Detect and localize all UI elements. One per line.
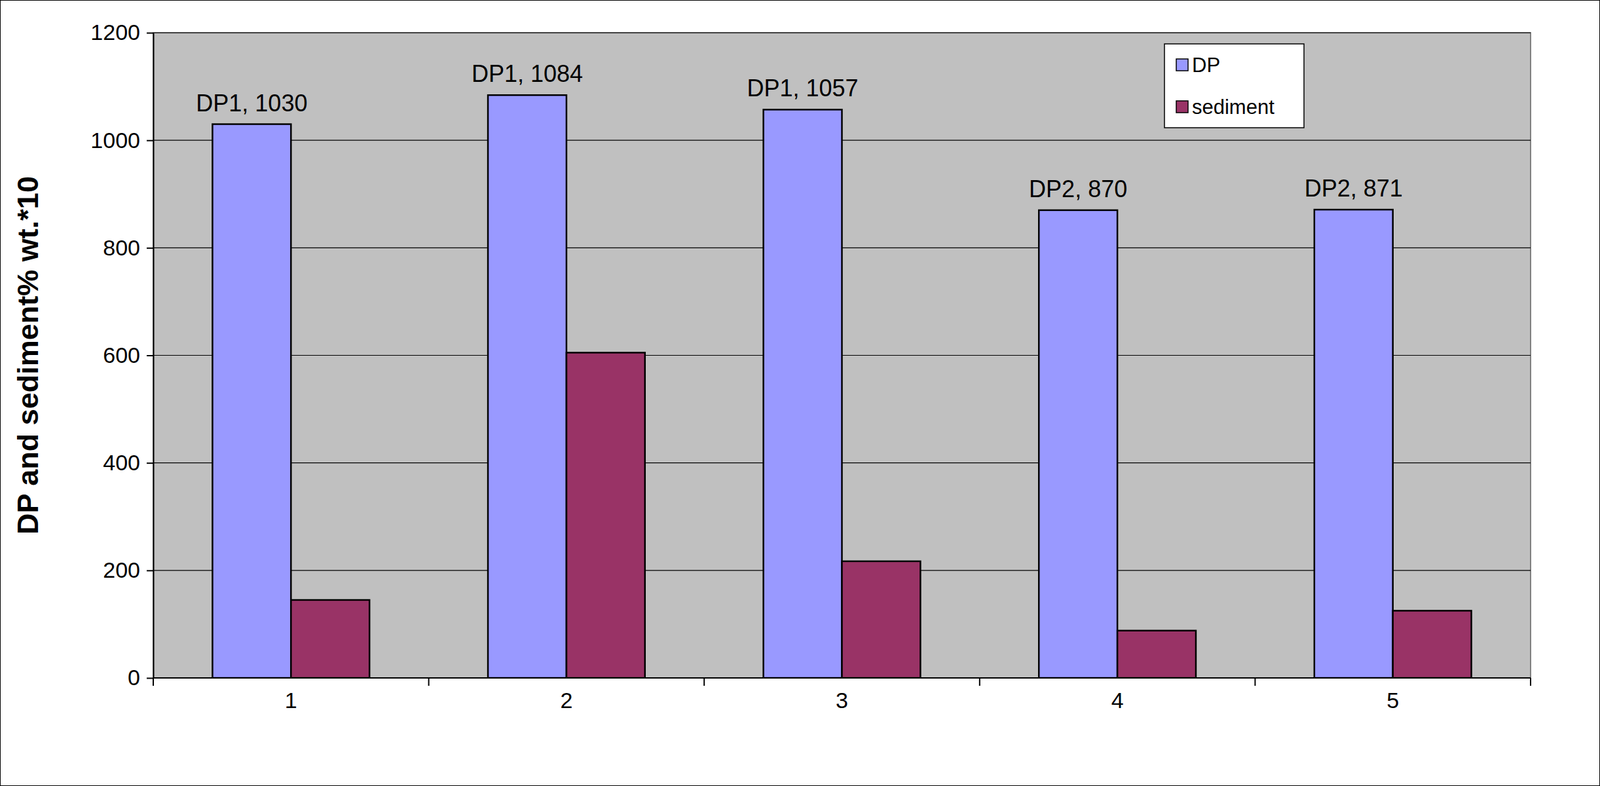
x-divider [428,677,430,686]
y-tick: 1200 [90,19,154,45]
x-axis-line [153,677,1531,679]
y-tick-mark [146,247,154,249]
grid [153,32,1531,678]
series-bars [212,94,1393,678]
x-divider [703,677,705,686]
y-tick: 600 [102,342,154,368]
legend-box [1164,43,1304,128]
y-tick-mark [146,462,154,464]
y-tick-mark [146,354,154,357]
x-tick: 5 [1386,677,1399,713]
y-tick: 200 [102,557,154,583]
legend-label: sediment [1191,95,1275,119]
legend: DP sediment [1164,43,1304,128]
x-tick-label: 2 [559,687,573,713]
data-label: DP1, 1084 [471,60,583,88]
grid-line [153,677,1531,678]
y-tick: 1000 [90,127,154,153]
bar [1314,209,1394,678]
y-tick: 800 [102,235,154,261]
y-tick-label: 600 [102,342,141,368]
x-tick-label: 4 [1111,687,1124,713]
y-tick-label: 200 [102,557,141,583]
legend-swatch [1176,58,1189,71]
page-frame [0,0,1600,786]
x-tick: 3 [835,677,849,713]
x-tick: 1 [284,677,298,713]
data-label: DP2, 871 [1304,174,1403,202]
chart: DP1, 1030 DP1, 1084 DP1, 1057 DP2, 870 DP2, … [0,0,1600,786]
bar [763,109,843,678]
x-dividers [153,677,1531,686]
y-tick-label: 1000 [90,127,141,153]
y-tick-label: 800 [102,235,141,261]
x-divider [979,677,981,686]
y-tick-mark [146,677,154,680]
x-tick-label: 5 [1386,687,1399,713]
x-axis: 1 2 3 4 5 [153,677,1531,713]
bar [212,124,291,678]
bar [1393,610,1472,678]
y-tick-label: 0 [127,664,141,690]
legend-label: DP [1191,53,1221,77]
y-tick-label: 400 [102,449,141,475]
x-tick: 2 [559,677,573,713]
data-label: DP2, 870 [1028,175,1128,203]
y-tick-mark [146,569,154,572]
data-label: DP1, 1057 [747,74,859,102]
bar [1117,630,1196,678]
y-tick: 400 [102,449,154,475]
series-bars [290,352,1471,678]
y-axis-title: DP and sediment% wt.*10 [11,176,45,535]
y-tick-mark [146,32,154,35]
bar [1038,210,1118,678]
bar [290,599,370,678]
y-axis: 0 200 400 600 800 1000 1200 [90,19,154,690]
x-divider [152,677,154,686]
data-label: DP1, 1030 [195,89,308,117]
x-tick: 4 [1111,677,1124,713]
x-divider [1254,677,1256,686]
bar [566,352,646,678]
grid-line [153,32,1531,33]
bar [487,94,567,678]
y-tick-label: 1200 [90,19,141,45]
x-tick-label: 3 [835,687,849,713]
plot-area [153,32,1531,678]
bar [842,561,921,678]
x-divider [1529,677,1532,686]
y-tick-mark [146,140,154,142]
y-tick: 0 [127,664,154,690]
x-tick-label: 1 [284,687,298,713]
bars [212,94,1471,678]
legend-swatch [1176,100,1189,113]
